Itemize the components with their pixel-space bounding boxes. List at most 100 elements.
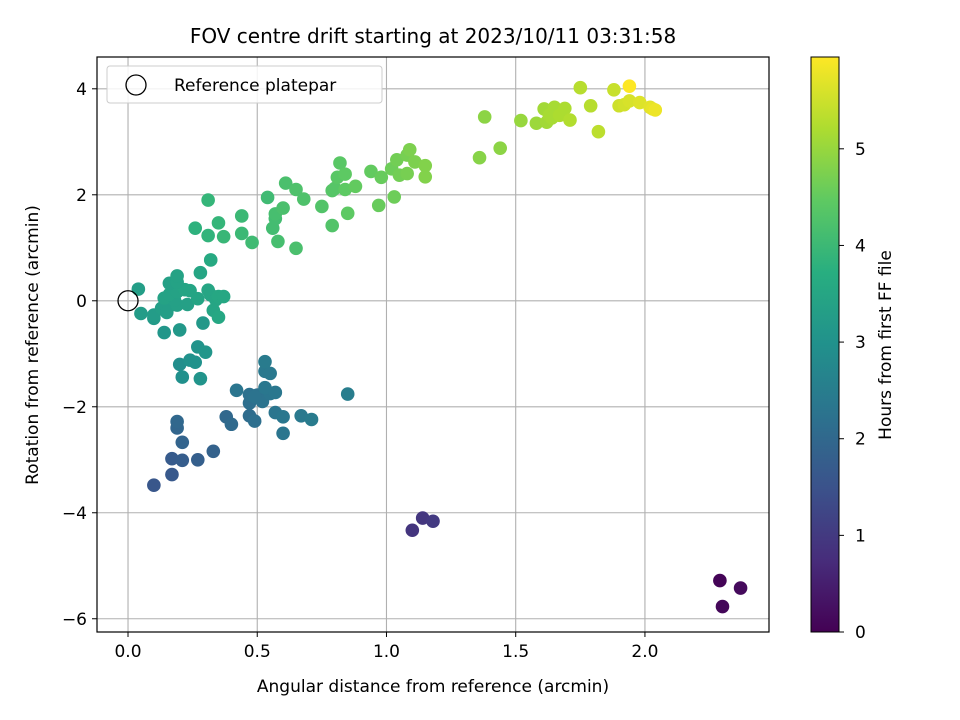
data-point xyxy=(203,253,218,267)
colorbar: 0 1 2 3 4 5 Hours from first FF file xyxy=(810,56,896,643)
data-point xyxy=(175,435,190,450)
colorbar-tick-label: 3 xyxy=(855,333,866,353)
data-point xyxy=(172,357,187,372)
data-point xyxy=(304,412,319,427)
scatter-points xyxy=(131,79,748,614)
data-point xyxy=(327,181,342,196)
data-point xyxy=(188,355,203,370)
data-point xyxy=(340,206,355,221)
data-point xyxy=(175,453,190,468)
data-point xyxy=(245,235,259,250)
colorbar-label: Hours from first FF file xyxy=(876,250,896,440)
data-point xyxy=(400,166,414,181)
x-tick-label: 0.0 xyxy=(114,642,141,662)
colorbar-gradient xyxy=(810,56,840,633)
data-point xyxy=(390,153,404,167)
data-point xyxy=(472,150,487,165)
data-point xyxy=(206,444,221,459)
data-point xyxy=(234,209,249,223)
data-point xyxy=(172,323,187,337)
data-point xyxy=(131,282,146,296)
data-point xyxy=(348,179,363,194)
data-point xyxy=(514,113,528,128)
data-point xyxy=(191,291,205,306)
data-point xyxy=(622,79,637,93)
y-tick-label: −6 xyxy=(62,610,87,630)
legend-box xyxy=(106,65,383,104)
data-point xyxy=(193,265,208,280)
legend-entry-label: Reference platepar xyxy=(174,76,336,96)
data-point xyxy=(289,241,303,256)
data-point xyxy=(211,216,226,230)
x-tick-label: 1.5 xyxy=(502,642,529,662)
data-point xyxy=(201,228,215,243)
data-point xyxy=(216,289,231,304)
colorbar-tick-label: 4 xyxy=(855,236,866,256)
x-axis-label: Angular distance from reference (arcmin) xyxy=(257,677,609,697)
data-point xyxy=(338,182,352,197)
data-point xyxy=(276,410,290,424)
data-point xyxy=(591,124,606,139)
y-axis-label: Rotation from reference (arcmin) xyxy=(23,205,43,485)
data-point xyxy=(157,325,171,340)
data-point xyxy=(583,98,598,113)
data-point xyxy=(296,192,311,206)
data-point xyxy=(563,113,577,127)
data-point xyxy=(325,218,340,233)
data-point xyxy=(268,385,283,400)
data-point xyxy=(229,383,244,398)
data-point xyxy=(165,451,179,466)
legend-marker-open-circle xyxy=(125,74,147,96)
data-point xyxy=(263,366,277,381)
data-point xyxy=(188,221,203,235)
data-point xyxy=(387,190,402,204)
data-point xyxy=(260,190,275,205)
data-point xyxy=(276,201,290,215)
data-point xyxy=(170,269,184,283)
data-point xyxy=(201,193,215,207)
data-point xyxy=(364,164,378,179)
data-point xyxy=(165,467,179,482)
data-point xyxy=(573,80,588,95)
data-point xyxy=(493,141,508,155)
data-point xyxy=(338,167,352,181)
data-point xyxy=(477,110,492,124)
chart-title: FOV centre drift starting at 2023/10/11 … xyxy=(190,24,676,48)
data-point xyxy=(196,316,210,330)
data-point xyxy=(191,452,205,467)
data-point xyxy=(371,198,386,213)
reference-platepar-marker xyxy=(117,290,139,312)
data-point xyxy=(558,101,572,116)
data-point xyxy=(529,116,544,131)
data-point xyxy=(405,523,420,538)
data-point xyxy=(607,83,621,97)
colorbar-ticks: 0 1 2 3 4 5 xyxy=(839,140,866,643)
data-point xyxy=(193,371,208,386)
data-point xyxy=(733,581,748,595)
data-point xyxy=(315,199,329,214)
data-point xyxy=(713,573,727,588)
plot-frame xyxy=(96,56,770,633)
data-point xyxy=(211,310,226,325)
x-tick-label: 0.5 xyxy=(244,642,271,662)
data-point xyxy=(180,297,195,312)
data-point xyxy=(426,514,440,529)
colorbar-tick-label: 1 xyxy=(855,526,866,546)
data-point xyxy=(632,95,647,110)
data-point xyxy=(134,306,148,321)
y-tick-label: 0 xyxy=(76,292,87,312)
colorbar-tick-label: 5 xyxy=(855,140,866,160)
data-point xyxy=(294,408,308,423)
y-tick-label: −2 xyxy=(62,398,87,418)
colorbar-tick-label: 0 xyxy=(855,623,866,643)
data-point xyxy=(258,354,272,369)
data-point xyxy=(340,387,355,401)
y-tick-label: 2 xyxy=(76,186,87,206)
data-point xyxy=(333,156,347,170)
data-point xyxy=(247,414,262,428)
data-point xyxy=(258,380,272,395)
data-point xyxy=(175,370,190,384)
data-point xyxy=(271,234,285,249)
data-point xyxy=(408,155,422,169)
